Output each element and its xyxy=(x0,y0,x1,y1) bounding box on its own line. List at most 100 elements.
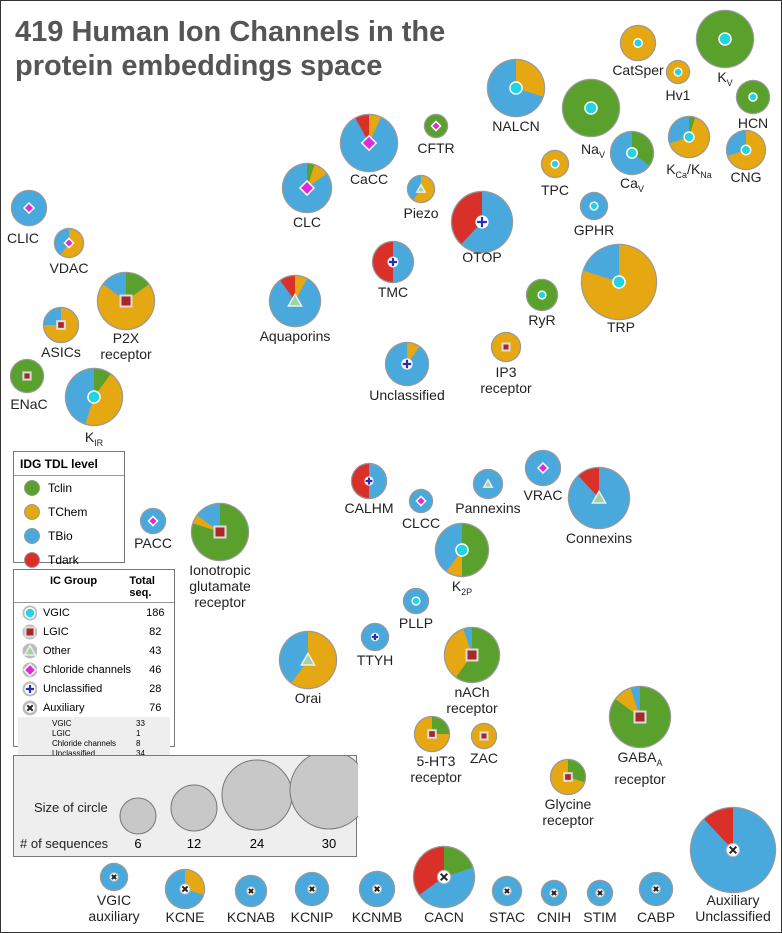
symbol-other xyxy=(300,651,316,666)
slice-gabaa-receptor-tchem xyxy=(615,688,640,717)
label-clc: CLC xyxy=(292,214,322,230)
symbol-chloride xyxy=(147,515,159,527)
slice-cacn-tbio xyxy=(419,867,475,908)
label-gphr: GPHR xyxy=(573,222,615,238)
symbol-other xyxy=(482,478,494,488)
ic-legend-total: 43 xyxy=(149,644,162,657)
pie-kcnab xyxy=(234,874,268,908)
aux-breakdown-total: 33 xyxy=(136,719,145,728)
symbol-unclassified xyxy=(24,683,36,694)
tdl-legend-item-tbio: TBio xyxy=(14,524,124,548)
label-hcn: HCN xyxy=(737,115,769,131)
ic-legend-row-lgic: LGIC 82 xyxy=(14,622,174,641)
symbol-other xyxy=(287,292,303,307)
ic-group-legend: IC Group Total seq. VGIC 186 LGIC 82 Other 43… xyxy=(13,569,175,761)
chloride-symbol-icon xyxy=(22,662,37,677)
label-kcnab: KCNAB xyxy=(226,909,276,925)
label-vdac: VDAC xyxy=(49,260,89,276)
symbol-auxiliary xyxy=(246,886,256,896)
label-cnih: CNIH xyxy=(536,909,572,925)
pie-ryr xyxy=(525,278,559,312)
label-kv: KV xyxy=(717,69,733,88)
tdl-swatch xyxy=(24,552,40,568)
symbol-vgic xyxy=(718,32,732,46)
label-enac: ENaC xyxy=(10,396,48,412)
symbol-vgic xyxy=(584,101,598,115)
vgic-symbol-icon xyxy=(22,605,37,620)
pie-catsper xyxy=(619,24,657,62)
pie-unclassified xyxy=(384,341,430,387)
pie-kca-kna xyxy=(667,115,711,159)
pie-pllp xyxy=(402,587,430,615)
symbol-vgic xyxy=(509,81,523,95)
other-symbol-icon xyxy=(22,643,37,658)
slice-gabaa-receptor-tbio xyxy=(630,687,640,717)
symbol-auxiliary xyxy=(371,883,383,895)
label-nav: NaV xyxy=(581,141,605,160)
label-orai: Orai xyxy=(294,690,322,706)
ic-legend-label: Unclassified xyxy=(42,682,103,695)
symbol-chloride xyxy=(415,495,427,507)
ic-legend-total: 82 xyxy=(149,625,162,638)
label-cacn: CACN xyxy=(424,909,464,925)
label-aquaporins: Aquaporins xyxy=(259,328,331,344)
label-glycine-receptor: Glycine receptor xyxy=(542,796,594,828)
label-unclassified: Unclassified xyxy=(369,387,445,403)
pie-kv xyxy=(695,9,755,69)
ic-legend-total: 46 xyxy=(149,663,162,676)
slice-calhm-tdark xyxy=(352,464,369,498)
pie-kcnmb xyxy=(358,870,396,908)
aux-breakdown-total: 1 xyxy=(136,729,141,738)
pie-ionotropic-glutamate-receptor xyxy=(190,502,250,562)
pie-ttyh xyxy=(360,622,390,652)
symbol-auxiliary xyxy=(502,886,512,896)
label-ryr: RyR xyxy=(528,312,556,328)
slice-auxiliary-unclassified-tdark xyxy=(704,808,733,850)
size-legend-circle-12 xyxy=(170,784,218,832)
symbol-lgic xyxy=(24,626,36,637)
slice-cacn-tclin xyxy=(444,847,473,877)
label-nalcn: NALCN xyxy=(492,118,540,134)
pie-hcn xyxy=(735,79,771,115)
slice-unclassified-tchem xyxy=(407,343,420,364)
symbol-chloride xyxy=(298,179,316,197)
aux-breakdown-label: LGIC xyxy=(52,729,71,738)
aux-breakdown-total: 8 xyxy=(136,739,141,748)
pie-clc xyxy=(281,162,333,214)
label-vgic-auxiliary: VGIC auxiliary xyxy=(88,892,140,924)
pie-hv1 xyxy=(665,59,691,85)
slice-tmc-tdark xyxy=(373,242,393,282)
pie-pannexins xyxy=(472,468,504,500)
ic-legend-row-unclassified: Unclassified 28 xyxy=(14,679,174,698)
auxiliary-symbol-icon xyxy=(22,700,37,715)
label-connexins: Connexins xyxy=(565,530,633,546)
pie-auxiliary-unclassified xyxy=(689,806,777,894)
label-cav: CaV xyxy=(620,175,644,194)
label-calhm: CALHM xyxy=(344,500,394,516)
label-trp: TRP xyxy=(607,319,635,335)
symbol-unclassified xyxy=(364,476,374,486)
pie-ip3-receptor xyxy=(490,331,522,363)
symbol-chloride xyxy=(23,662,37,677)
tdl-swatch xyxy=(24,504,40,520)
symbol-chloride xyxy=(360,134,378,152)
size-legend-circle-6 xyxy=(119,797,157,835)
slice-kir-tclin xyxy=(94,369,111,397)
slice-aquaporins-tchem xyxy=(295,276,308,301)
tdl-legend-label: Tdark xyxy=(48,553,79,567)
symbol-chloride xyxy=(22,201,36,215)
pie-5-ht3-receptor xyxy=(413,715,451,753)
symbol-vgic xyxy=(626,147,638,159)
ic-legend-header-group: IC Group xyxy=(50,575,98,587)
aux-breakdown-row: Chloride channels 8 xyxy=(18,739,170,749)
ic-legend-total: 28 xyxy=(149,682,162,695)
ic-legend-row-auxiliary: Auxiliary 76 xyxy=(14,698,174,717)
size-legend-value: 12 xyxy=(187,836,201,851)
slice-ionotropic-glutamate-receptor-tchem xyxy=(193,515,220,532)
slice-aquaporins-tdark xyxy=(280,276,295,301)
tdl-legend-label: TChem xyxy=(48,505,88,519)
tdl-swatch xyxy=(24,480,40,496)
label-kcnmb: KCNMB xyxy=(351,909,403,925)
pie-nav xyxy=(561,78,621,138)
